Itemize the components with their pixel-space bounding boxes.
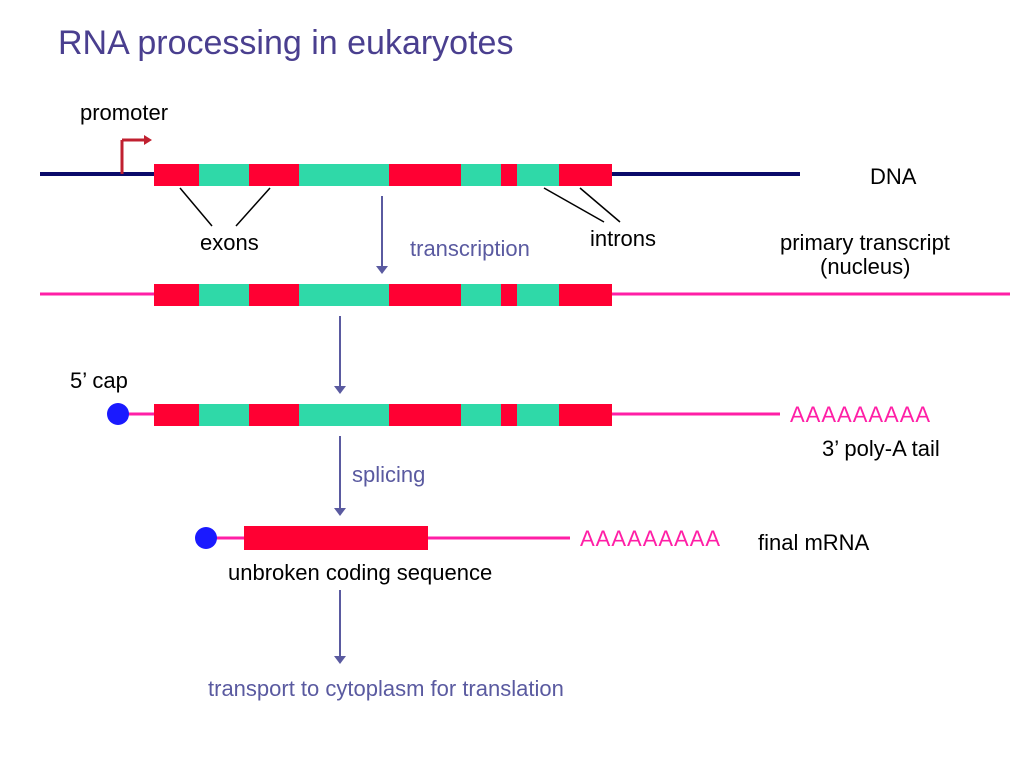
label-nucleus: (nucleus) — [820, 254, 910, 280]
label-transcription: transcription — [410, 236, 530, 262]
label-3polyA: 3’ poly-A tail — [822, 436, 940, 462]
label-primary-transcript: primary transcript — [780, 230, 950, 256]
label-unbroken-coding: unbroken coding sequence — [228, 560, 492, 586]
label-dna: DNA — [870, 164, 916, 190]
label-final-mrna: final mRNA — [758, 530, 869, 556]
label-5cap: 5’ cap — [70, 368, 128, 394]
polyA-tail-capped: AAAAAAAAA — [790, 402, 931, 428]
label-exons: exons — [200, 230, 259, 256]
polyA-tail-mrna: AAAAAAAAA — [580, 526, 721, 552]
label-promoter: promoter — [80, 100, 168, 126]
label-transport: transport to cytoplasm for translation — [208, 676, 564, 702]
page-title: RNA processing in eukaryotes — [58, 24, 513, 63]
label-splicing: splicing — [352, 462, 425, 488]
label-introns: introns — [590, 226, 656, 252]
